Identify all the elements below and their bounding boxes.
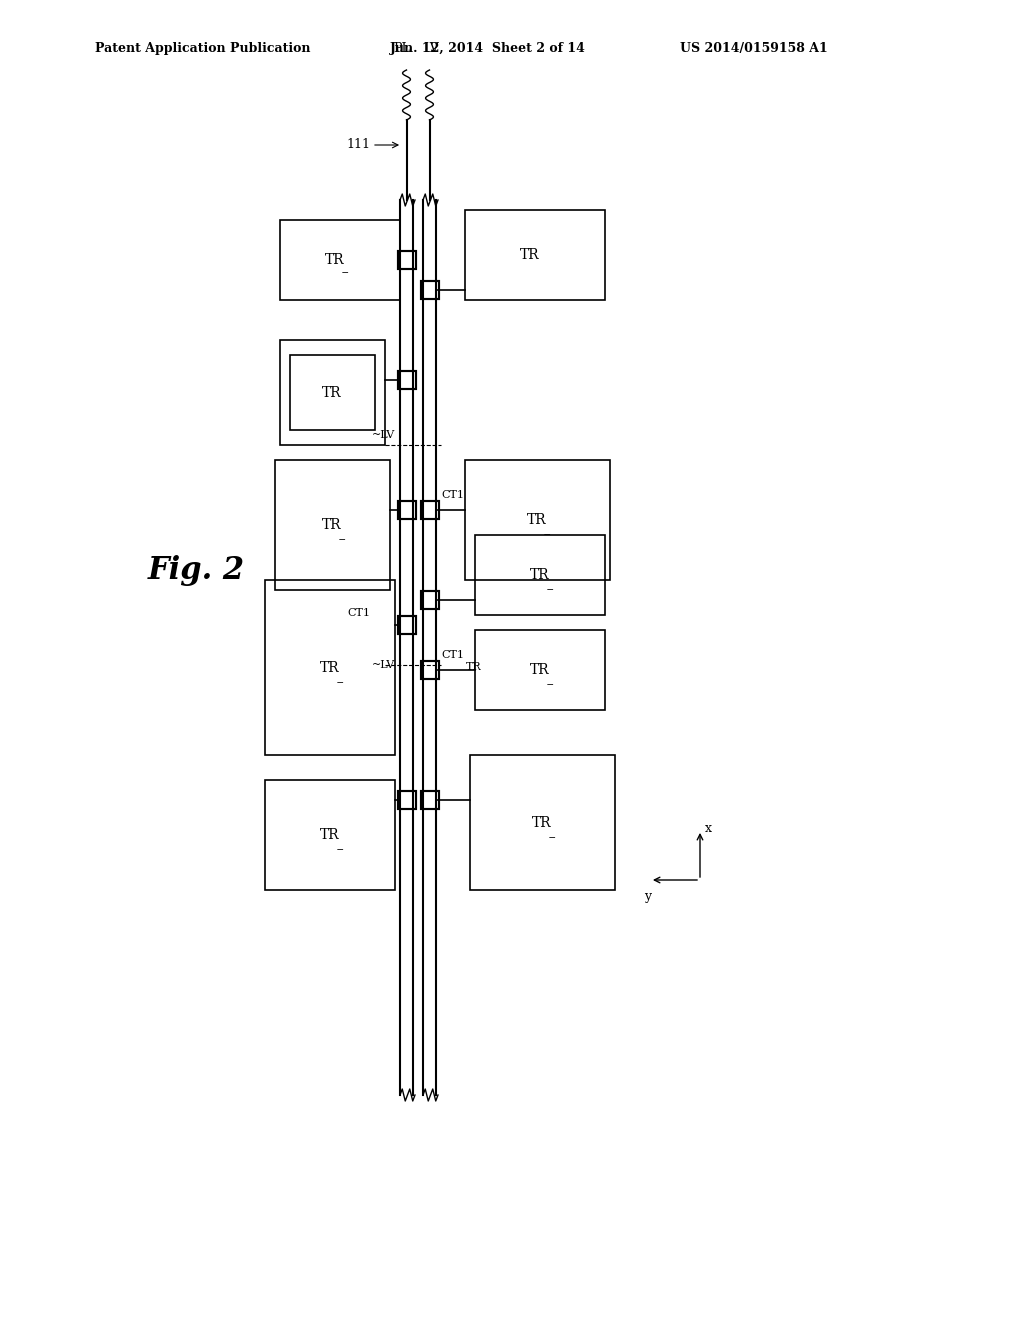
Text: CT1: CT1: [441, 490, 464, 500]
Text: US 2014/0159158 A1: US 2014/0159158 A1: [680, 42, 827, 55]
Bar: [275, 459, 390, 590]
Bar: [280, 220, 400, 300]
Bar: [397, 251, 416, 269]
Bar: [421, 502, 438, 519]
Bar: [265, 579, 395, 755]
Text: TR: TR: [530, 568, 550, 582]
Text: TR: TR: [466, 663, 481, 672]
Text: TR: TR: [326, 253, 345, 267]
Text: TR: TR: [321, 661, 340, 675]
Text: TR: TR: [321, 828, 340, 842]
Bar: [397, 371, 416, 389]
Bar: [280, 341, 385, 445]
Text: x: x: [705, 821, 712, 834]
Bar: [397, 616, 416, 634]
Text: Patent Application Publication: Patent Application Publication: [95, 42, 310, 55]
Bar: [421, 281, 438, 300]
Bar: [290, 355, 375, 430]
Text: y: y: [644, 890, 651, 903]
Bar: [397, 791, 416, 809]
Text: TR: TR: [527, 513, 547, 527]
Text: TR: TR: [530, 663, 550, 677]
Bar: [475, 535, 605, 615]
Text: Fig. 2: Fig. 2: [148, 554, 245, 586]
Text: CT1: CT1: [441, 649, 464, 660]
Bar: [475, 630, 605, 710]
Bar: [397, 502, 416, 519]
Text: TR: TR: [323, 385, 342, 400]
Text: CT1: CT1: [347, 609, 370, 618]
Text: TR: TR: [323, 517, 342, 532]
Bar: [421, 591, 438, 609]
Text: 111: 111: [346, 139, 370, 152]
Text: Jun. 12, 2014  Sheet 2 of 14: Jun. 12, 2014 Sheet 2 of 14: [390, 42, 586, 55]
Text: PL: PL: [393, 42, 410, 55]
Bar: [421, 661, 438, 678]
Text: ~LV: ~LV: [372, 660, 395, 671]
Text: TR: TR: [520, 248, 540, 261]
Bar: [265, 780, 395, 890]
Bar: [465, 210, 605, 300]
Bar: [421, 791, 438, 809]
Bar: [470, 755, 615, 890]
Text: ~LV: ~LV: [372, 430, 395, 440]
Text: LV: LV: [424, 42, 439, 55]
Text: TR: TR: [532, 816, 552, 830]
Bar: [465, 459, 610, 579]
